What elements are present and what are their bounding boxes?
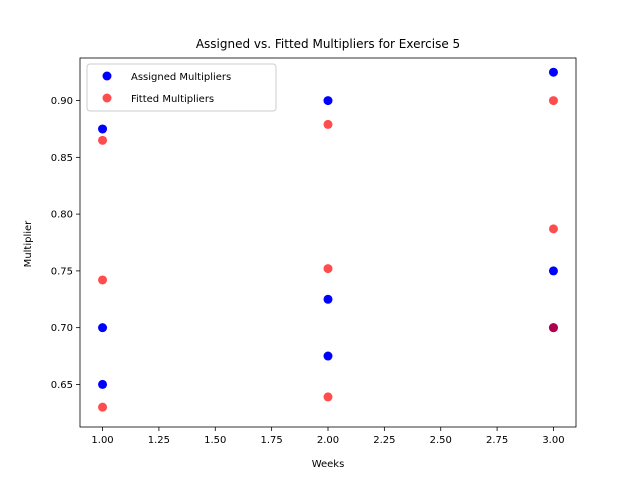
y-tick-label: 0.70 bbox=[51, 323, 73, 334]
y-tick-label: 0.75 bbox=[51, 266, 73, 277]
x-tick-label: 2.50 bbox=[430, 435, 452, 446]
data-point bbox=[98, 402, 108, 412]
x-tick-label: 1.00 bbox=[91, 435, 113, 446]
data-point bbox=[323, 294, 333, 304]
x-tick-label: 1.25 bbox=[148, 435, 170, 446]
x-tick-label: 3.00 bbox=[542, 435, 564, 446]
series-fitted bbox=[98, 96, 558, 412]
y-tick-label: 0.90 bbox=[51, 96, 73, 107]
data-point bbox=[548, 224, 558, 234]
y-tick-label: 0.85 bbox=[51, 153, 73, 164]
legend: Assigned Multipliers Fitted Multipliers bbox=[86, 63, 277, 112]
y-axis-ticks: 0.65 0.70 0.75 0.80 0.85 0.90 bbox=[51, 96, 80, 391]
data-point bbox=[548, 96, 558, 106]
y-tick-label: 0.65 bbox=[51, 380, 73, 391]
x-tick-label: 2.25 bbox=[373, 435, 395, 446]
legend-box bbox=[86, 63, 277, 112]
y-tick-label: 0.80 bbox=[51, 210, 73, 221]
data-point bbox=[98, 124, 108, 134]
series-layer bbox=[98, 67, 558, 412]
data-point bbox=[98, 379, 108, 389]
x-tick-label: 2.00 bbox=[317, 435, 339, 446]
data-point bbox=[98, 275, 108, 285]
data-point bbox=[548, 266, 558, 276]
legend-marker bbox=[102, 71, 112, 81]
chart-title: Assigned vs. Fitted Multipliers for Exer… bbox=[196, 37, 460, 51]
x-axis-label: Weeks bbox=[312, 459, 345, 470]
x-tick-label: 2.75 bbox=[486, 435, 508, 446]
data-point bbox=[323, 264, 333, 274]
legend-marker bbox=[102, 93, 112, 103]
data-point bbox=[548, 323, 558, 333]
data-point bbox=[98, 323, 108, 333]
data-point bbox=[323, 119, 333, 129]
data-point bbox=[98, 135, 108, 145]
x-axis-ticks: 1.00 1.25 1.50 1.75 2.00 2.25 2.50 2.75 3.00 bbox=[91, 427, 565, 446]
data-point bbox=[548, 67, 558, 77]
legend-entry-label: Fitted Multipliers bbox=[131, 94, 214, 105]
y-axis-label: Multiplier bbox=[23, 220, 34, 268]
x-tick-label: 1.50 bbox=[204, 435, 226, 446]
data-point bbox=[323, 392, 333, 402]
legend-entry-label: Assigned Multipliers bbox=[131, 72, 231, 83]
x-tick-label: 1.75 bbox=[261, 435, 283, 446]
data-point bbox=[323, 351, 333, 361]
data-point bbox=[323, 96, 333, 106]
